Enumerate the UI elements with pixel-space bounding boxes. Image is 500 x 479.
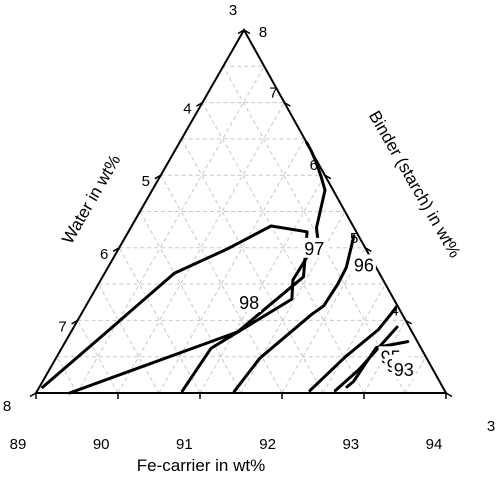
right-tick-label: 3	[487, 418, 495, 435]
grid-line	[97, 283, 160, 394]
contour-line-98	[41, 224, 309, 395]
right-tick	[243, 29, 251, 35]
left-tick-label: 5	[142, 173, 150, 190]
left-tick-label: 8	[3, 398, 11, 415]
tick-marks	[29, 29, 453, 399]
left-tick	[154, 174, 162, 180]
left-tick	[237, 29, 245, 35]
left-tick-label: 3	[229, 2, 237, 19]
grid-line	[76, 66, 265, 394]
grid-line	[201, 102, 365, 394]
contour-line-97	[180, 141, 327, 393]
contour-label-bg	[391, 359, 416, 380]
right-tick	[364, 247, 372, 252]
bottom-tick-label: 90	[93, 436, 110, 453]
left-tick	[71, 319, 78, 325]
left-tick-label: 7	[58, 318, 66, 335]
contour-label-93: 93	[394, 360, 414, 380]
contour-lines	[41, 141, 410, 395]
grid-line	[222, 66, 406, 394]
right-tick-label: 8	[259, 24, 267, 41]
contour-label-98: 98	[239, 293, 259, 313]
contour-line-96	[232, 234, 356, 393]
right-tick	[445, 392, 453, 398]
grid-line	[158, 138, 306, 394]
right-tick	[284, 101, 291, 107]
right-tick	[324, 174, 332, 180]
right-axis-title: Binder (starch) in wt%	[365, 107, 465, 261]
contour-line-94	[333, 325, 399, 393]
left-tick-label: 6	[100, 246, 108, 263]
left-tick	[29, 392, 37, 398]
contour-line-93	[345, 340, 410, 389]
right-tick-label: 6	[310, 157, 318, 174]
bottom-tick-label: 93	[342, 436, 359, 453]
contour-labels: 989796959493	[237, 237, 416, 380]
left-tick	[112, 247, 120, 252]
bottom-tick-label: 89	[10, 436, 27, 453]
contour-label-bg	[237, 291, 262, 312]
bottom-axis-title: Fe-carrier in wt%	[137, 456, 265, 475]
bottom-tick-label: 92	[259, 436, 276, 453]
contour-line-95	[308, 306, 397, 393]
right-tick	[405, 319, 412, 325]
contour-label-97: 97	[304, 239, 324, 259]
right-tick-label: 7	[269, 85, 277, 102]
left-axis-title: Water in wt%	[58, 151, 124, 247]
grid-line	[139, 211, 242, 394]
ternary-triangle-frame	[34, 27, 448, 394]
contour-label-bg	[351, 254, 376, 275]
contour-label-bg	[302, 237, 327, 258]
left-tick-label: 4	[183, 101, 191, 118]
bottom-tick-label: 91	[176, 436, 193, 453]
left-tick	[196, 101, 203, 107]
grid-line	[322, 283, 386, 394]
contour-label-96: 96	[354, 255, 374, 275]
bottom-tick-label: 94	[426, 436, 443, 453]
